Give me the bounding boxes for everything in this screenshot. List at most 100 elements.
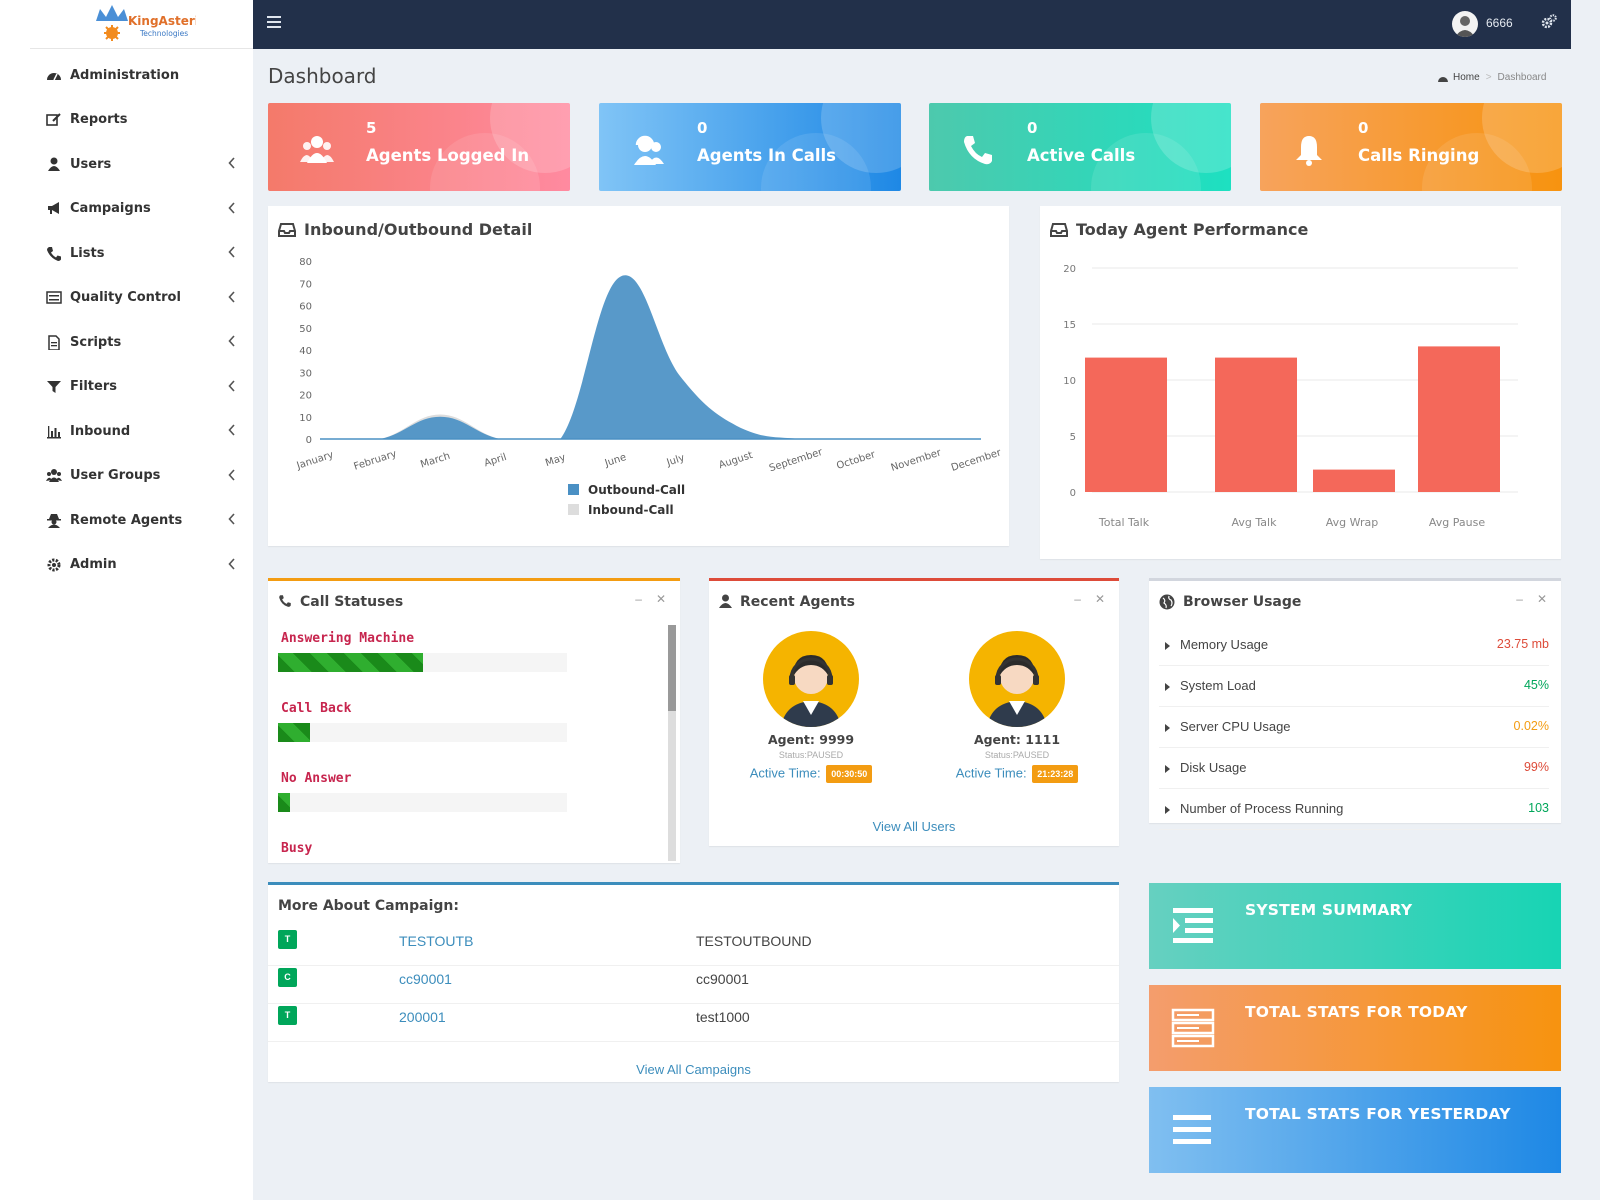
campaign-name: TESTOUTBOUND	[696, 933, 812, 949]
sidebar-item-campaigns[interactable]: Campaigns	[0, 187, 253, 232]
status-label: Answering Machine	[281, 631, 415, 646]
agents-in-calls-label: Agents In Calls	[697, 146, 836, 165]
inbound-outbound-chart: 0 10 20 30 40 50 60 70 80 January February March Apr…	[295, 257, 1004, 517]
system-summary-button[interactable]: SYSTEM SUMMARY	[1149, 883, 1561, 969]
collapse-icon[interactable]: –	[1516, 592, 1523, 606]
legend-label: Outbound-Call	[588, 483, 685, 497]
campaign-type-badge: T	[278, 930, 297, 949]
legend-swatch	[568, 484, 579, 495]
agent-performance-panel: Today Agent Performance 0 5 10 15 20 Total Ta…	[1040, 206, 1561, 559]
sidebar-item-user-groups[interactable]: User Groups	[0, 454, 253, 499]
sidebar-item-reports[interactable]: Reports	[0, 98, 253, 143]
status-label: Call Back	[281, 701, 352, 716]
total-stats-today-label: TOTAL STATS FOR TODAY	[1245, 1003, 1468, 1021]
y-tick-label: 50	[299, 324, 312, 335]
total-stats-yesterday-button[interactable]: TOTAL STATS FOR YESTERDAY	[1149, 1087, 1561, 1173]
sidebar-item-users[interactable]: Users	[0, 142, 253, 187]
x-tick-label: April	[483, 452, 508, 470]
y-tick-label: 70	[299, 279, 312, 290]
total-stats-today-button[interactable]: TOTAL STATS FOR TODAY	[1149, 985, 1561, 1071]
browser-usage-row: Server CPU Usage 0.02%	[1159, 707, 1549, 748]
sidebar-item-inbound[interactable]: Inbound	[0, 409, 253, 454]
phone-icon	[46, 246, 62, 261]
sidebar-item-label: Inbound	[70, 423, 131, 439]
bar	[1215, 357, 1297, 492]
globe-icon	[1159, 594, 1175, 610]
page-title: Dashboard	[268, 64, 377, 88]
sidebar-item-label: Remote Agents	[70, 512, 183, 528]
active-calls-tile[interactable]: 0 Active Calls	[929, 103, 1231, 191]
agents-logged-in-tile[interactable]: 5 Agents Logged In	[268, 103, 570, 191]
sidebar-item-filters[interactable]: Filters	[0, 365, 253, 410]
chevron-left-icon	[228, 201, 235, 214]
gears-icon[interactable]	[1540, 13, 1558, 31]
sidebar-item-label: Campaigns	[70, 201, 151, 217]
chevron-left-icon	[228, 557, 235, 570]
status-label: No Answer	[281, 771, 352, 786]
close-icon[interactable]: ✕	[1094, 592, 1105, 606]
caret-right-icon	[1165, 765, 1170, 773]
calls-ringing-count: 0	[1358, 119, 1369, 137]
agents-in-calls-tile[interactable]: 0 Agents In Calls	[599, 103, 901, 191]
agent-card[interactable]: Agent: 9999 Status:PAUSED Active Time: 0…	[711, 631, 911, 783]
chevron-left-icon	[228, 424, 235, 436]
sidebar-item-label: Reports	[70, 112, 128, 128]
close-icon[interactable]: ✕	[655, 592, 666, 606]
user-name[interactable]: 6666	[1486, 16, 1513, 30]
y-tick-label: 40	[299, 346, 312, 357]
agents-logged-in-label: Agents Logged In	[366, 146, 530, 165]
sidebar-item-administration[interactable]: Administration	[0, 53, 253, 98]
y-tick-label: 10	[299, 413, 312, 424]
sidebar-item-label: Users	[70, 156, 112, 172]
system-summary-label: SYSTEM SUMMARY	[1245, 901, 1413, 919]
campaign-title: More About Campaign:	[278, 898, 459, 914]
agent-performance-title: Today Agent Performance	[1076, 220, 1309, 239]
breadcrumb-separator: >	[1485, 72, 1492, 83]
x-tick-label: December	[950, 447, 1004, 474]
x-tick-label: Total Talk	[1098, 516, 1150, 529]
usage-value: 23.75 mb	[1496, 637, 1549, 651]
sidebar-item-lists[interactable]: Lists	[0, 231, 253, 276]
scrollbar[interactable]	[668, 625, 676, 861]
bar	[1418, 346, 1500, 492]
scrollbar-thumb[interactable]	[668, 625, 676, 711]
x-tick-label: September	[768, 447, 825, 475]
sidebar-menu: Administration Reports Users Campaigns Lists…	[0, 53, 253, 587]
x-tick-label: Avg Pause	[1429, 516, 1485, 529]
usage-value: 45%	[1523, 678, 1549, 692]
collapse-icon[interactable]: –	[635, 592, 642, 606]
campaign-id-link[interactable]: cc90001	[399, 971, 452, 987]
user-avatar[interactable]	[1452, 11, 1478, 37]
collapse-icon[interactable]: –	[1074, 592, 1081, 606]
menu-toggle-icon[interactable]	[267, 16, 281, 30]
bars-icon	[1173, 1115, 1211, 1144]
sidebar-item-remote-agents[interactable]: Remote Agents	[0, 498, 253, 543]
sidebar-item-scripts[interactable]: Scripts	[0, 320, 253, 365]
bell-icon	[1296, 136, 1322, 166]
logo[interactable]: KingAsterisk Technologies	[30, 0, 253, 49]
sidebar-item-admin[interactable]: Admin	[0, 543, 253, 588]
inbox-icon	[278, 222, 296, 238]
calls-ringing-label: Calls Ringing	[1358, 146, 1480, 165]
agent-name: Agent: 9999	[767, 732, 855, 747]
close-icon[interactable]: ✕	[1536, 592, 1547, 606]
browser-usage-row: Memory Usage 23.75 mb	[1159, 625, 1549, 666]
view-all-campaigns-link[interactable]: View All Campaigns	[636, 1062, 751, 1077]
agent-card[interactable]: Agent: 1111 Status:PAUSED Active Time: 2…	[917, 631, 1117, 783]
support-icon	[634, 135, 664, 165]
browser-usage-panel: Browser Usage – ✕ Memory Usage 23.75 mb Sys…	[1149, 578, 1561, 830]
view-all-users-link[interactable]: View All Users	[872, 819, 956, 834]
x-tick-label: March	[419, 451, 451, 471]
sidebar-item-quality-control[interactable]: Quality Control	[0, 276, 253, 321]
agent-performance-chart: 0 5 10 15 20 Total Talk Avg Talk Avg Wrap Avg Pa…	[1063, 264, 1518, 529]
campaign-id-link[interactable]: TESTOUTB	[399, 933, 474, 949]
user-secret-icon	[46, 513, 62, 528]
x-tick-label: June	[603, 452, 628, 470]
logo-icon: KingAsterisk Technologies	[96, 5, 196, 41]
calls-ringing-tile[interactable]: 0 Calls Ringing	[1260, 103, 1562, 191]
active-time-badge: 21:23:28	[1032, 765, 1079, 783]
users-icon	[46, 469, 62, 483]
agent-name: Agent: 1111	[973, 732, 1061, 747]
breadcrumb-home[interactable]: Home	[1453, 72, 1480, 83]
campaign-id-link[interactable]: 200001	[399, 1009, 446, 1025]
